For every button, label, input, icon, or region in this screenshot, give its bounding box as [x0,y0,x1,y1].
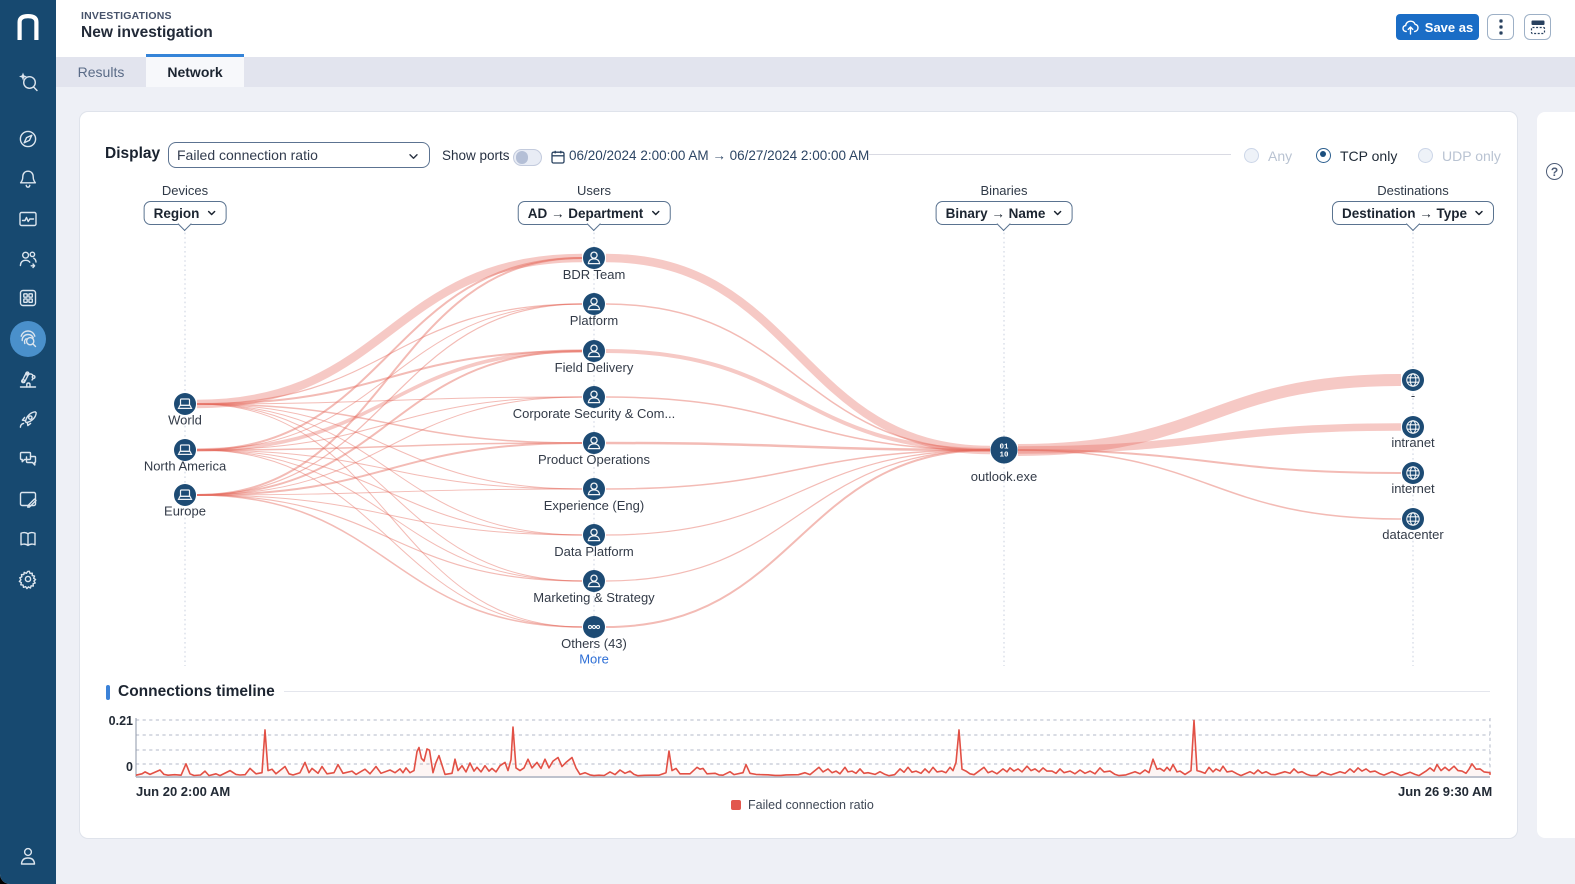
svg-text:World: World [168,413,202,428]
svg-text:10: 10 [999,452,1009,460]
svg-text:Data Platform: Data Platform [554,544,633,559]
svg-text:outlook.exe: outlook.exe [971,469,1038,484]
svg-text:Product Operations: Product Operations [538,452,651,467]
svg-text:Experience (Eng): Experience (Eng) [544,498,644,513]
svg-text:BDR Team: BDR Team [563,267,626,282]
svg-text:North America: North America [144,459,227,474]
svg-text:intranet: intranet [1391,435,1435,450]
svg-text:Corporate Security & Com...: Corporate Security & Com... [513,406,676,421]
svg-text:Others (43): Others (43) [561,636,627,651]
svg-text:Marketing & Strategy: Marketing & Strategy [533,590,655,605]
svg-text:Europe: Europe [164,504,206,519]
svg-text:Platform: Platform [570,313,618,328]
svg-text:01: 01 [999,444,1009,452]
svg-text:datacenter: datacenter [1382,527,1444,542]
svg-text:-: - [1411,388,1415,403]
svg-text:More: More [579,652,609,667]
svg-text:internet: internet [1391,481,1435,496]
svg-text:Field Delivery: Field Delivery [555,360,634,375]
